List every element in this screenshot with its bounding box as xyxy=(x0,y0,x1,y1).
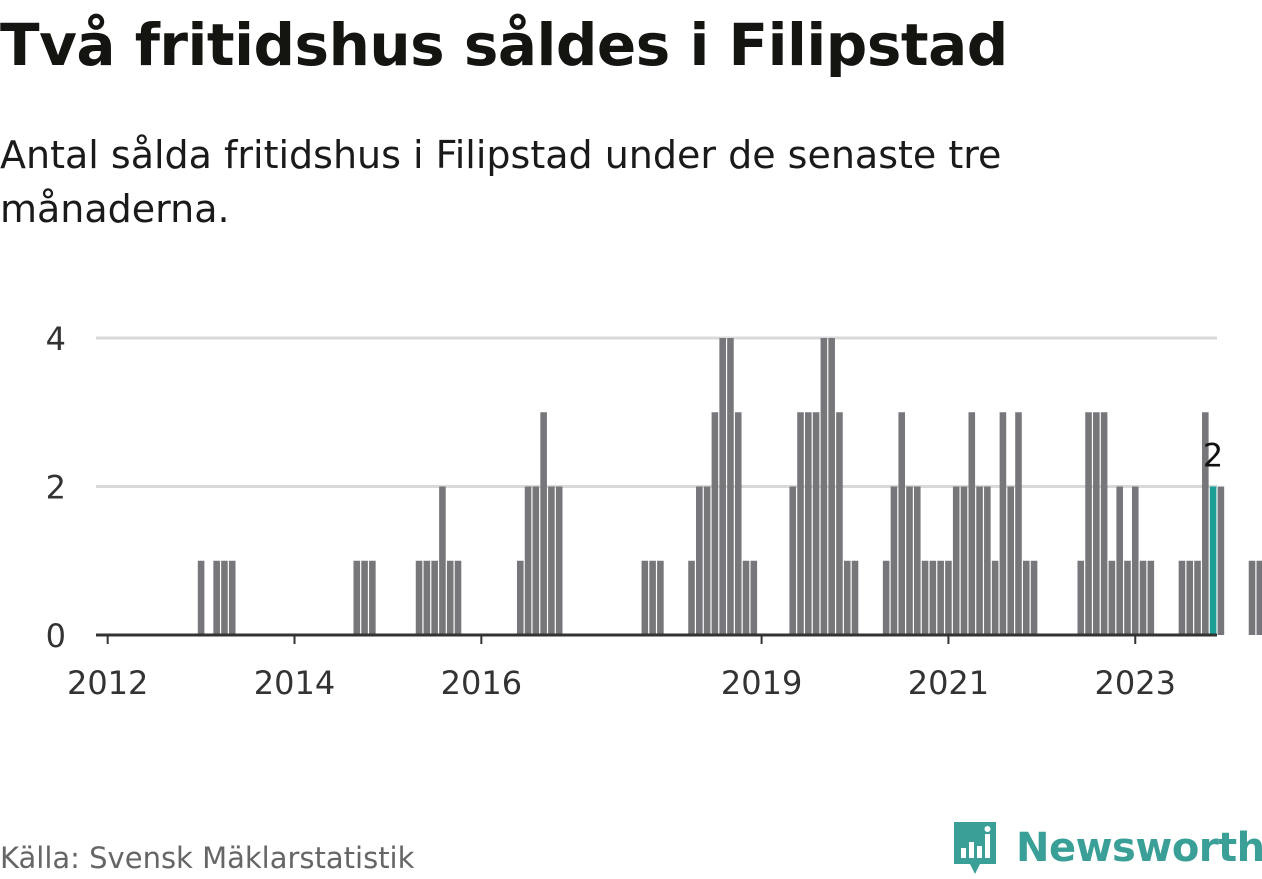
bar xyxy=(415,560,423,635)
bar xyxy=(213,560,220,635)
bar xyxy=(828,338,835,635)
bar xyxy=(805,412,812,635)
bar-chart: 0 2 4 2012 2014 2016 2019 2021 2023 2 xyxy=(46,320,1262,702)
bar xyxy=(696,486,703,635)
bar xyxy=(890,486,898,635)
bar xyxy=(446,560,454,635)
chart-title: Två fritidshus såldes i Filipstad xyxy=(0,11,1008,79)
bar xyxy=(836,412,843,635)
bar xyxy=(742,560,750,635)
bar xyxy=(1131,486,1139,635)
bar xyxy=(991,560,999,635)
bar xyxy=(1178,560,1186,635)
bar xyxy=(1030,560,1038,635)
bar xyxy=(641,560,649,635)
bar xyxy=(657,560,664,635)
bar xyxy=(1015,412,1022,635)
bar xyxy=(727,338,734,635)
bar xyxy=(228,560,236,635)
bar xyxy=(1093,412,1100,635)
bar xyxy=(431,560,438,635)
bar xyxy=(1202,412,1209,635)
bar xyxy=(913,486,921,635)
bar xyxy=(843,560,851,635)
bar xyxy=(1186,560,1194,635)
bar-highlight xyxy=(1209,486,1217,635)
chart-subtitle: Antal sålda fritidshus i Filipstad under… xyxy=(0,133,1002,231)
x-tick-label: 2016 xyxy=(441,664,522,702)
bar xyxy=(937,560,944,635)
bar xyxy=(968,412,976,635)
y-tick-label: 0 xyxy=(46,617,66,655)
bar xyxy=(906,486,913,635)
bar xyxy=(688,560,695,635)
bar xyxy=(929,560,937,635)
bar xyxy=(820,338,828,635)
bar xyxy=(789,486,797,635)
bar xyxy=(1085,412,1092,635)
bar xyxy=(921,560,929,635)
bar xyxy=(516,560,524,635)
bar xyxy=(719,338,726,635)
bar xyxy=(1248,560,1256,635)
bar xyxy=(524,486,532,635)
highlight-value-label: 2 xyxy=(1203,437,1223,475)
bar xyxy=(197,560,205,635)
bar xyxy=(555,486,563,635)
bar xyxy=(439,486,446,635)
bar xyxy=(1256,560,1262,635)
bar xyxy=(984,486,991,635)
brand-name: Newsworthy xyxy=(1016,825,1262,871)
bar-chart-icon xyxy=(954,822,996,874)
bar xyxy=(945,560,952,635)
brand-logo[interactable]: Newsworthy xyxy=(950,818,1262,878)
bar xyxy=(750,560,758,635)
bar xyxy=(1194,560,1201,635)
bar xyxy=(1139,560,1147,635)
bar xyxy=(898,412,906,635)
bar xyxy=(1217,486,1225,635)
bar xyxy=(1124,560,1131,635)
bar xyxy=(532,486,540,635)
bar xyxy=(361,560,368,635)
x-tick-label: 2021 xyxy=(908,664,989,702)
bar xyxy=(703,486,711,635)
bar xyxy=(1108,560,1116,635)
y-tick-label: 2 xyxy=(46,469,66,507)
bar xyxy=(548,486,555,635)
bar xyxy=(999,412,1007,635)
bar xyxy=(353,560,361,635)
bar xyxy=(812,412,820,635)
bar xyxy=(649,560,656,635)
bar xyxy=(851,560,859,635)
bar xyxy=(1007,486,1014,635)
bar xyxy=(960,486,968,635)
x-tick-label: 2023 xyxy=(1095,664,1176,702)
bar xyxy=(454,560,462,635)
bar xyxy=(1077,560,1085,635)
bar xyxy=(952,486,960,635)
bar xyxy=(976,486,983,635)
bar xyxy=(1147,560,1155,635)
x-tick-label: 2019 xyxy=(721,664,802,702)
bar xyxy=(1022,560,1030,635)
bar xyxy=(1116,486,1123,635)
bar xyxy=(221,560,228,635)
x-tick-label: 2012 xyxy=(67,664,148,702)
source-note: Källa: Svensk Mäklarstatistik xyxy=(0,841,415,875)
x-tick-label: 2014 xyxy=(254,664,335,702)
bar xyxy=(1100,412,1108,635)
bar xyxy=(540,412,547,635)
bar xyxy=(734,412,742,635)
bar xyxy=(882,560,890,635)
bar xyxy=(369,560,376,635)
y-tick-label: 4 xyxy=(46,320,66,358)
bar xyxy=(423,560,431,635)
bar xyxy=(711,412,719,635)
bar xyxy=(797,412,804,635)
